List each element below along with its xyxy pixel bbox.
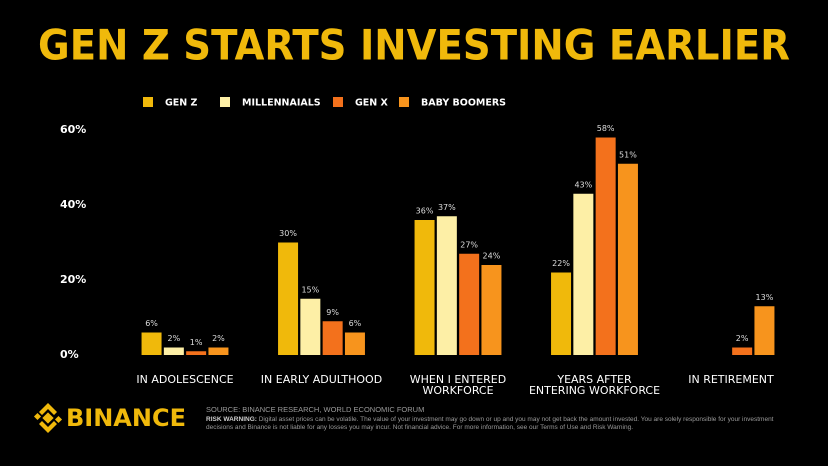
y-tick-label: 20% [60, 273, 86, 286]
bar [481, 265, 502, 355]
bar [300, 298, 321, 355]
value-label: 15% [301, 285, 319, 294]
legend-label: GEN X [355, 98, 389, 109]
legend-label: BABY BOOMERS [421, 98, 506, 109]
bar [414, 220, 435, 355]
bar [573, 193, 594, 355]
y-tick-label: 40% [60, 198, 86, 211]
value-label: 27% [460, 240, 478, 249]
value-label: 2% [167, 334, 180, 343]
value-label: 24% [483, 252, 501, 261]
bar [732, 347, 753, 355]
legend-label: GEN Z [165, 98, 198, 109]
value-label: 58% [597, 124, 615, 133]
risk-warning: RISK WARNING: Digital asset prices can b… [206, 416, 781, 432]
value-label: 37% [438, 203, 456, 212]
x-tick-label: IN RETIREMENT [688, 373, 774, 386]
legend-swatch [399, 97, 409, 107]
y-tick-label: 60% [60, 123, 86, 136]
value-label: 30% [279, 229, 297, 238]
chart-title: GEN Z STARTS INVESTING EARLIER [38, 21, 790, 70]
bar [754, 306, 775, 355]
value-label: 13% [756, 293, 774, 302]
bar [595, 137, 616, 355]
risk-text: Digital asset prices can be volatile. Th… [206, 416, 774, 431]
source: SOURCE: BINANCE RESEARCH, WORLD ECONOMIC… [206, 405, 424, 414]
bar [617, 163, 638, 355]
value-label: 22% [552, 259, 570, 268]
value-label: 9% [326, 308, 339, 317]
bar [208, 347, 229, 355]
bar [186, 351, 207, 355]
value-label: 6% [349, 319, 362, 328]
value-label: 51% [619, 150, 637, 159]
bar [278, 242, 299, 355]
x-tick-label: IN ADOLESCENCE [136, 373, 233, 386]
bar [322, 321, 343, 355]
bar [141, 332, 162, 355]
bar [459, 253, 480, 355]
bar [551, 272, 572, 355]
y-tick-label: 0% [60, 348, 79, 361]
bar [436, 216, 457, 355]
x-tick-label: YEARS AFTER [556, 373, 632, 386]
legend-swatch [143, 97, 153, 107]
legend-swatch [220, 97, 230, 107]
x-tick-label: WORKFORCE [422, 384, 493, 397]
value-label: 43% [574, 180, 592, 189]
legend-swatch [333, 97, 343, 107]
x-tick-label: ENTERING WORKFORCE [529, 384, 660, 397]
value-label: 2% [736, 334, 749, 343]
value-label: 6% [145, 319, 158, 328]
bar [344, 332, 365, 355]
x-tick-label: WHEN I ENTERED [410, 373, 506, 386]
bar [163, 347, 184, 355]
x-tick-label: IN EARLY ADULTHOOD [261, 373, 382, 386]
risk-label: RISK WARNING: [206, 416, 257, 423]
value-label: 1% [190, 338, 203, 347]
logo-text: BINANCE [66, 404, 186, 432]
legend-label: MILLENNAIALS [242, 98, 321, 109]
value-label: 36% [416, 207, 434, 216]
binance-logo [33, 403, 63, 433]
value-label: 2% [212, 334, 225, 343]
